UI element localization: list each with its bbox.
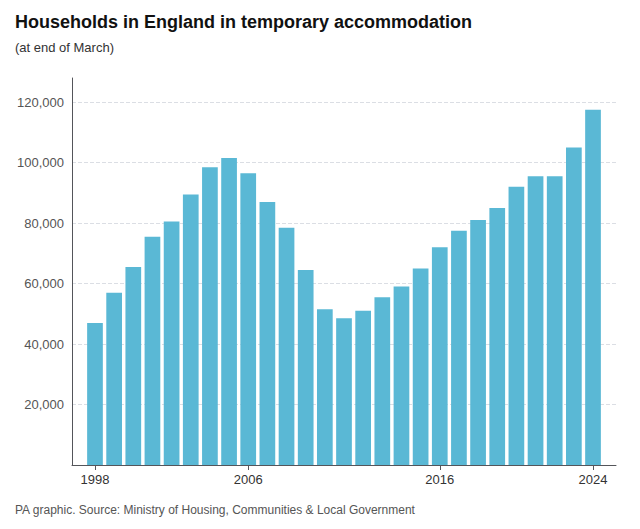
svg-text:80,000: 80,000 — [24, 216, 64, 231]
svg-text:PA graphic. Source: Ministry o: PA graphic. Source: Ministry of Housing,… — [15, 503, 416, 517]
svg-text:Households in England in tempo: Households in England in temporary accom… — [15, 12, 472, 32]
svg-text:40,000: 40,000 — [24, 337, 64, 352]
svg-text:2024: 2024 — [579, 472, 608, 487]
svg-text:(at end of March): (at end of March) — [15, 40, 114, 55]
svg-text:120,000: 120,000 — [17, 95, 64, 110]
svg-text:1998: 1998 — [81, 472, 110, 487]
svg-text:20,000: 20,000 — [24, 397, 64, 412]
svg-text:60,000: 60,000 — [24, 276, 64, 291]
svg-text:2016: 2016 — [425, 472, 454, 487]
svg-text:100,000: 100,000 — [17, 155, 64, 170]
svg-text:2006: 2006 — [234, 472, 263, 487]
